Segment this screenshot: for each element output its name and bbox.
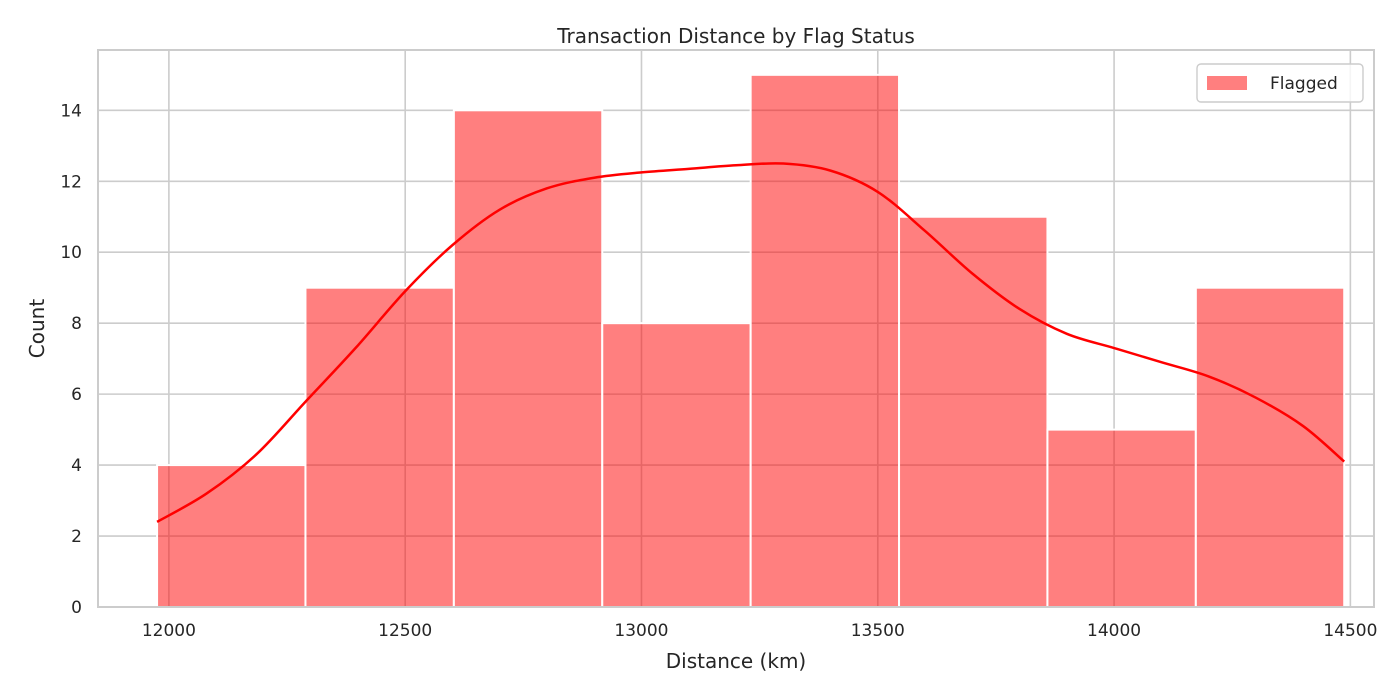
x-tick-labels: 12000 12500 13000 13500 14000 14500 [142, 621, 1378, 641]
x-tick-label: 13000 [614, 621, 668, 641]
legend: Flagged [1196, 63, 1364, 103]
histogram-bar [749, 73, 901, 608]
y-tick-label: 2 [71, 527, 82, 547]
legend-swatch [1207, 76, 1247, 90]
y-tick-label: 4 [71, 456, 82, 476]
kde-curve [156, 162, 1346, 523]
y-tick-label: 10 [60, 243, 82, 263]
x-tick-label: 14500 [1323, 621, 1377, 641]
bars [156, 73, 1346, 609]
y-tick-label: 0 [71, 598, 82, 618]
kde-layer [156, 162, 1346, 523]
y-tick-label: 8 [71, 314, 82, 334]
x-tick-label: 12500 [378, 621, 432, 641]
histogram-bar [601, 322, 752, 608]
legend-box [1196, 63, 1364, 103]
y-tick-label: 6 [71, 385, 82, 405]
x-axis-title: Distance (km) [666, 649, 806, 673]
x-tick-label: 13500 [851, 621, 905, 641]
chart-title: Transaction Distance by Flag Status [556, 24, 915, 48]
y-axis-title: Count [25, 299, 49, 359]
plot-frame [97, 49, 1375, 608]
histogram-bar [898, 215, 1049, 609]
histogram-bar [452, 109, 604, 608]
histogram-bar [156, 464, 307, 608]
histogram-bar [1194, 286, 1346, 608]
histogram-bar [304, 286, 455, 608]
legend-label: Flagged [1270, 74, 1338, 94]
y-tick-labels: 0 2 4 6 8 10 12 14 [60, 101, 82, 618]
x-tick-label: 14000 [1087, 621, 1141, 641]
histogram-bar [1046, 428, 1197, 608]
x-tick-label: 12000 [142, 621, 196, 641]
y-tick-label: 14 [60, 101, 82, 121]
y-tick-label: 12 [60, 172, 82, 192]
